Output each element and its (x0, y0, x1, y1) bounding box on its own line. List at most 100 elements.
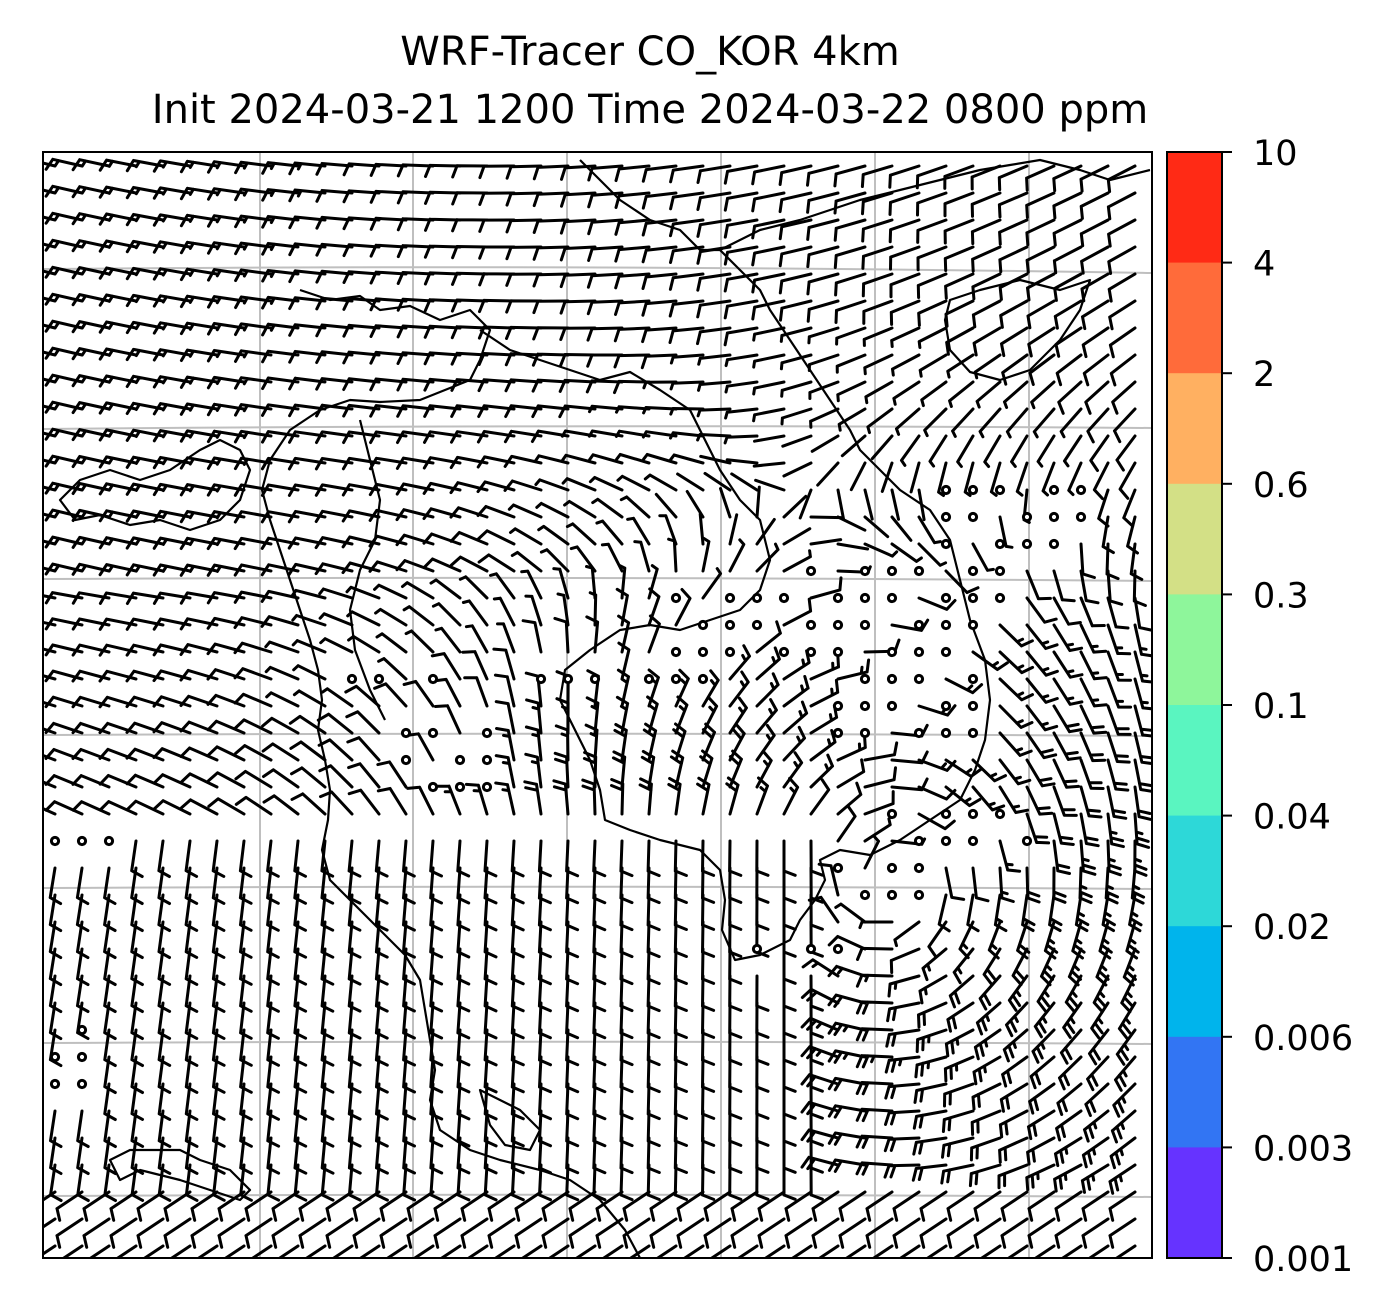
wind-barb (532, 245, 570, 261)
wind-barb (801, 958, 840, 978)
wind-barb (973, 353, 1002, 380)
wind-barb (649, 1217, 678, 1249)
wind-barb (884, 1055, 921, 1074)
parallel-line (43, 266, 1152, 274)
wind-barb (505, 272, 543, 287)
colorbar-cell (1167, 1147, 1222, 1259)
wind-barb (948, 974, 975, 1009)
wind-barb (1108, 1217, 1137, 1249)
wind-barb (318, 587, 354, 600)
wind-barb (1106, 812, 1125, 849)
wind-barb (423, 271, 462, 286)
wind-barb (971, 785, 1006, 812)
colorbar-tick-label: 0.1 (1253, 687, 1309, 727)
wind-barb (667, 537, 678, 573)
wind-barb (532, 164, 570, 181)
calm-wind-circle (913, 565, 925, 577)
wind-barb (534, 454, 570, 465)
wind-barb (973, 1028, 1002, 1061)
wind-barb (809, 839, 824, 877)
wind-barb (622, 1217, 651, 1249)
wind-barb (755, 1163, 770, 1201)
wind-barb (184, 974, 199, 1013)
wind-barb (495, 727, 516, 762)
wind-barb (71, 774, 111, 789)
wind-barb (477, 553, 516, 573)
wind-barb (778, 218, 813, 241)
wind-barb (449, 481, 489, 495)
calm-wind-circle (1048, 484, 1060, 496)
wind-barb (71, 721, 111, 735)
calm-wind-circle (697, 646, 709, 658)
wind-barb (728, 974, 743, 1012)
wind-barb (972, 326, 1002, 357)
wind-barb (561, 453, 597, 465)
parallel-line (43, 425, 1152, 430)
calm-wind-circle (994, 484, 1006, 496)
wind-barb (317, 738, 354, 762)
wind-barb (532, 218, 570, 234)
wind-barb (43, 1190, 57, 1202)
wind-barb (755, 1001, 770, 1039)
wind-barb (595, 1217, 624, 1249)
wind-barb (368, 534, 408, 548)
wind-barb (616, 474, 651, 492)
wind-barb (130, 1055, 144, 1094)
wind-barb (952, 947, 975, 985)
wind-barb (1109, 353, 1137, 387)
wind-barb (782, 725, 806, 762)
wind-barb (911, 1163, 948, 1182)
wind-barb (752, 380, 786, 396)
wind-barb (782, 947, 797, 985)
wind-barb (778, 191, 813, 214)
wind-barb (723, 164, 759, 185)
wind-barb (1108, 299, 1137, 331)
wind-barb (1029, 1055, 1056, 1090)
wind-barb (944, 677, 984, 695)
wind-barb (696, 433, 732, 442)
wind-barb (556, 592, 570, 627)
wind-barb (422, 532, 462, 546)
wind-barb (782, 1136, 797, 1174)
wind-barb (1000, 1217, 1029, 1249)
colorbar-tick-label: 4 (1253, 245, 1275, 285)
wind-barb (619, 1163, 634, 1202)
wind-barb (157, 1136, 172, 1175)
wind-barb (833, 218, 867, 242)
map-frame (42, 151, 1153, 1259)
wind-barb (449, 555, 489, 573)
wind-barb (912, 1109, 948, 1130)
wind-barb (682, 1244, 705, 1258)
wind-barb (262, 768, 300, 789)
wind-barb (614, 299, 651, 316)
wind-barb (755, 485, 761, 519)
wind-barb (374, 607, 408, 627)
wind-barb (1010, 434, 1029, 468)
wind-barb (817, 862, 840, 897)
wind-barb (861, 218, 894, 243)
wind-barb (970, 218, 1002, 246)
wind-barb (1078, 866, 1093, 905)
wind-barb (1001, 353, 1029, 386)
wind-barb (940, 1163, 975, 1185)
calm-wind-circle (913, 862, 925, 874)
wind-barb (503, 479, 543, 492)
wind-barb (136, 1190, 165, 1222)
wind-barb (466, 1244, 489, 1258)
wind-barb (728, 947, 743, 985)
wind-barb (1052, 758, 1080, 789)
wind-barb (290, 766, 327, 789)
wind-barb (406, 1190, 435, 1222)
wind-barb (725, 776, 740, 816)
wind-barb (914, 1055, 948, 1079)
wind-barb (1079, 191, 1110, 220)
wind-barb (434, 704, 462, 735)
wind-barb (863, 790, 895, 816)
wind-barb (944, 569, 980, 594)
wind-barb (1015, 461, 1029, 497)
wind-barb (642, 453, 678, 465)
wind-barb (736, 1244, 759, 1258)
wind-barb (560, 164, 597, 181)
calm-wind-circle (724, 646, 736, 658)
wind-barb (211, 839, 226, 878)
